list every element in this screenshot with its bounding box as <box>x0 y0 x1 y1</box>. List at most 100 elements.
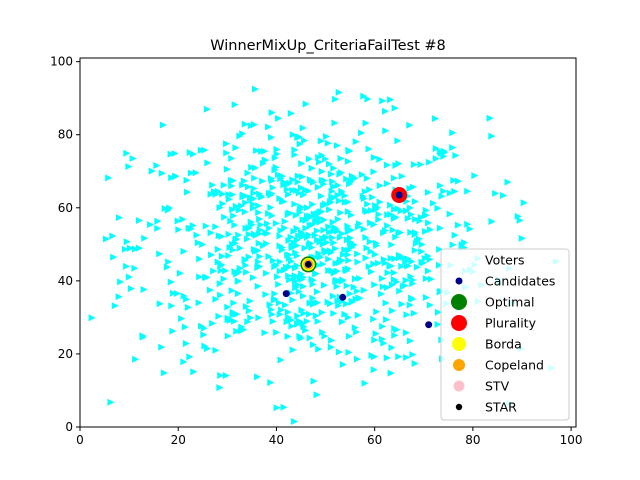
voter-point <box>238 202 246 210</box>
voter-point <box>243 302 251 310</box>
voter-point <box>358 171 366 179</box>
voter-point <box>168 174 176 182</box>
voter-point <box>276 232 284 240</box>
voter-point <box>346 290 354 298</box>
voter-point <box>271 154 279 162</box>
voter-point <box>225 195 233 203</box>
voter-point <box>422 206 430 214</box>
voter-point <box>406 337 414 345</box>
voter-point <box>299 173 307 181</box>
voter-point <box>398 262 406 270</box>
voter-point <box>404 214 412 222</box>
voter-point <box>223 149 231 157</box>
voter-point <box>103 235 111 243</box>
voter-point <box>389 307 397 315</box>
voter-point <box>500 192 508 200</box>
voter-point <box>156 250 164 258</box>
voter-point <box>450 176 458 184</box>
voter-point <box>296 206 304 214</box>
voter-point <box>378 275 386 283</box>
voter-point <box>255 239 263 247</box>
voter-point <box>404 262 412 270</box>
voter-point <box>294 178 302 186</box>
voter-point <box>265 209 273 217</box>
voter-point <box>187 225 195 233</box>
voter-point <box>390 174 398 182</box>
voter-point <box>362 206 370 214</box>
voter-point <box>276 258 284 266</box>
voter-point <box>271 290 279 298</box>
voter-point <box>334 181 342 189</box>
y-tick-label: 0 <box>65 420 73 434</box>
voter-point <box>163 263 171 271</box>
voter-point <box>309 341 317 349</box>
voter-point <box>273 328 281 336</box>
voter-point <box>395 229 403 237</box>
voter-point <box>432 144 440 152</box>
winner-marker-star-top <box>305 261 311 268</box>
y-tick-label: 20 <box>58 347 73 361</box>
voter-point <box>446 210 454 218</box>
voter-point <box>274 273 282 281</box>
voter-point <box>127 285 135 293</box>
voter-point <box>159 121 167 129</box>
voter-point <box>221 213 229 221</box>
voter-point <box>319 328 327 336</box>
voter-point <box>216 384 224 392</box>
voter-point <box>297 274 305 282</box>
legend-marker <box>451 294 467 310</box>
voter-point <box>244 183 252 191</box>
legend-label: Voters <box>485 253 524 268</box>
voter-point <box>436 245 444 253</box>
voter-point <box>267 204 275 212</box>
voter-point <box>317 137 325 145</box>
voter-point <box>123 238 131 246</box>
voter-point <box>325 160 333 168</box>
voter-point <box>280 403 288 411</box>
voter-point <box>229 206 237 214</box>
voter-point <box>167 150 175 158</box>
y-tick-label: 100 <box>50 55 73 69</box>
voter-point <box>169 289 177 297</box>
voter-point <box>434 308 442 316</box>
voter-point <box>426 226 434 234</box>
x-tick-label: 100 <box>560 433 583 447</box>
voter-point <box>307 213 315 221</box>
voter-point <box>398 300 406 308</box>
voter-point <box>406 121 414 129</box>
voter-point <box>253 373 261 381</box>
voter-point <box>334 191 342 199</box>
voter-point <box>276 242 284 250</box>
voter-point <box>309 276 317 284</box>
voter-point <box>299 320 307 328</box>
voter-point <box>279 172 287 180</box>
voter-point <box>291 272 299 280</box>
voter-point <box>355 220 363 228</box>
voter-point <box>297 184 305 192</box>
voter-point <box>218 252 226 260</box>
voter-point <box>381 107 389 115</box>
voter-point <box>256 215 264 223</box>
voter-point <box>281 224 289 232</box>
voter-point <box>206 286 214 294</box>
voter-point <box>231 221 239 229</box>
voter-point <box>132 355 140 363</box>
voter-point <box>121 245 129 253</box>
voter-point <box>325 228 333 236</box>
voter-point <box>229 311 237 319</box>
voter-point <box>105 174 113 182</box>
voter-point <box>451 231 459 239</box>
x-tick-label: 0 <box>76 433 84 447</box>
voter-point <box>207 229 215 237</box>
voter-point <box>409 351 417 359</box>
voter-point <box>233 327 241 335</box>
voter-point <box>180 247 188 255</box>
voter-point <box>345 332 353 340</box>
voter-point <box>434 204 442 212</box>
voter-point <box>179 215 187 223</box>
voter-point <box>285 236 293 244</box>
voter-point <box>219 190 227 198</box>
voter-point <box>353 287 361 295</box>
voter-point <box>194 239 202 247</box>
voter-point <box>212 295 220 303</box>
